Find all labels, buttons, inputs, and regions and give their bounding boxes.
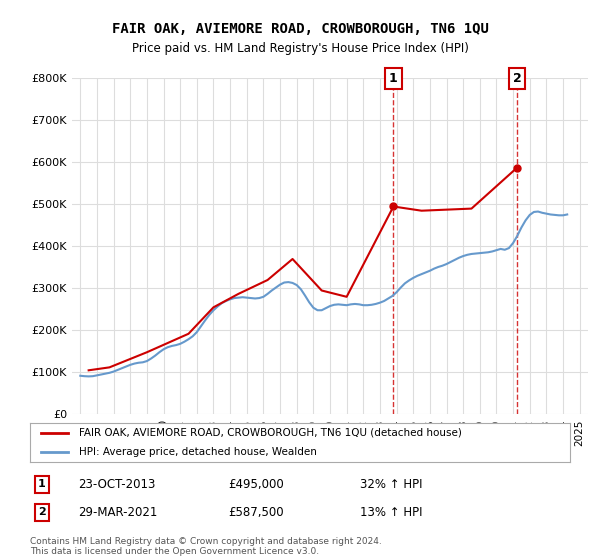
Text: 23-OCT-2013: 23-OCT-2013 <box>78 478 155 491</box>
Text: FAIR OAK, AVIEMORE ROAD, CROWBOROUGH, TN6 1QU: FAIR OAK, AVIEMORE ROAD, CROWBOROUGH, TN… <box>112 22 488 36</box>
Text: 29-MAR-2021: 29-MAR-2021 <box>78 506 157 519</box>
Text: HPI: Average price, detached house, Wealden: HPI: Average price, detached house, Weal… <box>79 447 316 457</box>
Text: This data is licensed under the Open Government Licence v3.0.: This data is licensed under the Open Gov… <box>30 547 319 556</box>
Text: 13% ↑ HPI: 13% ↑ HPI <box>360 506 422 519</box>
Text: 1: 1 <box>38 479 46 489</box>
Text: 2: 2 <box>513 72 521 85</box>
Text: 32% ↑ HPI: 32% ↑ HPI <box>360 478 422 491</box>
Text: Contains HM Land Registry data © Crown copyright and database right 2024.: Contains HM Land Registry data © Crown c… <box>30 537 382 546</box>
Text: £587,500: £587,500 <box>228 506 284 519</box>
Text: 2: 2 <box>38 507 46 517</box>
Text: £495,000: £495,000 <box>228 478 284 491</box>
Text: 1: 1 <box>389 72 398 85</box>
Text: Price paid vs. HM Land Registry's House Price Index (HPI): Price paid vs. HM Land Registry's House … <box>131 42 469 55</box>
Text: FAIR OAK, AVIEMORE ROAD, CROWBOROUGH, TN6 1QU (detached house): FAIR OAK, AVIEMORE ROAD, CROWBOROUGH, TN… <box>79 428 461 437</box>
